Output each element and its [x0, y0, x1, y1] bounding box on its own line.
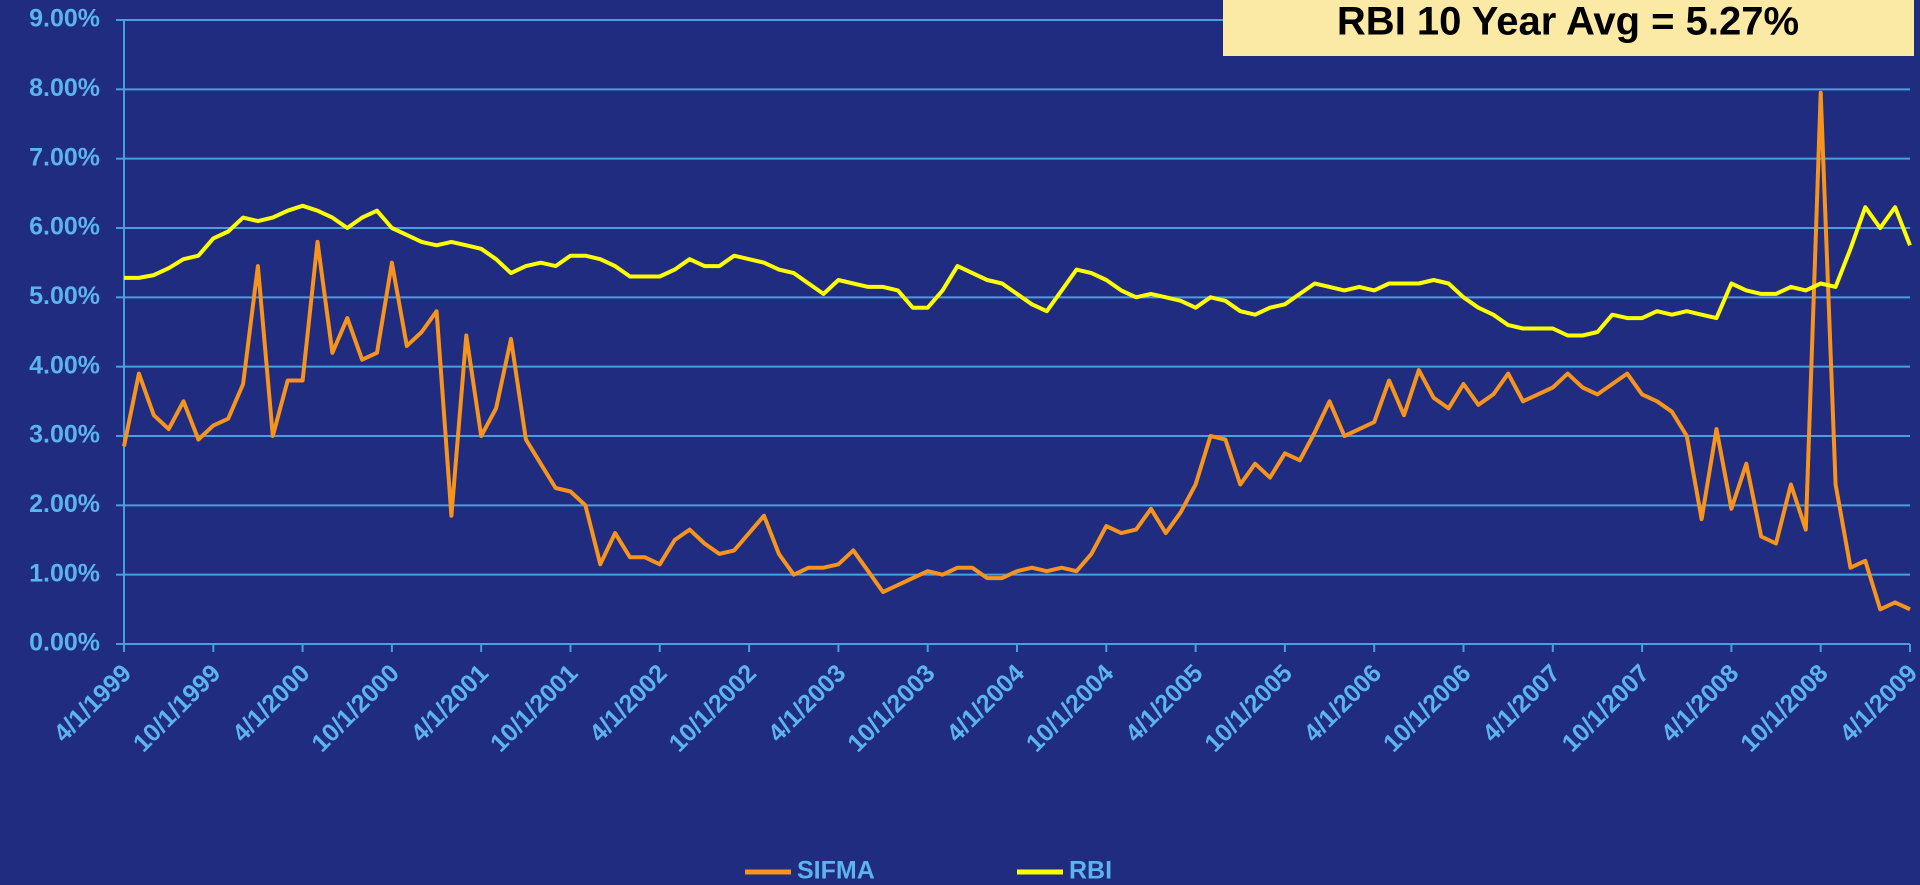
y-tick-label: 6.00% — [29, 213, 100, 241]
y-tick-label: 1.00% — [29, 559, 100, 587]
legend-label: SIFMA — [797, 857, 875, 885]
line-series — [122, 90, 1911, 612]
y-tick-label: 8.00% — [29, 74, 100, 102]
y-tick-label: 5.00% — [29, 282, 100, 310]
y-tick-label: 9.00% — [29, 5, 100, 33]
legend-label: RBI — [1069, 857, 1112, 885]
y-tick-label: 3.00% — [29, 421, 100, 449]
y-tick-label: 7.00% — [29, 143, 100, 171]
y-tick-label: 4.00% — [29, 351, 100, 379]
y-tick-label: 2.00% — [29, 490, 100, 518]
y-tick-label: 0.00% — [29, 629, 100, 657]
annotation: RBI 10 Year Avg = 5.27% — [1337, 0, 1799, 44]
annotation-box — [1223, 0, 1914, 56]
line-series — [124, 203, 1912, 338]
